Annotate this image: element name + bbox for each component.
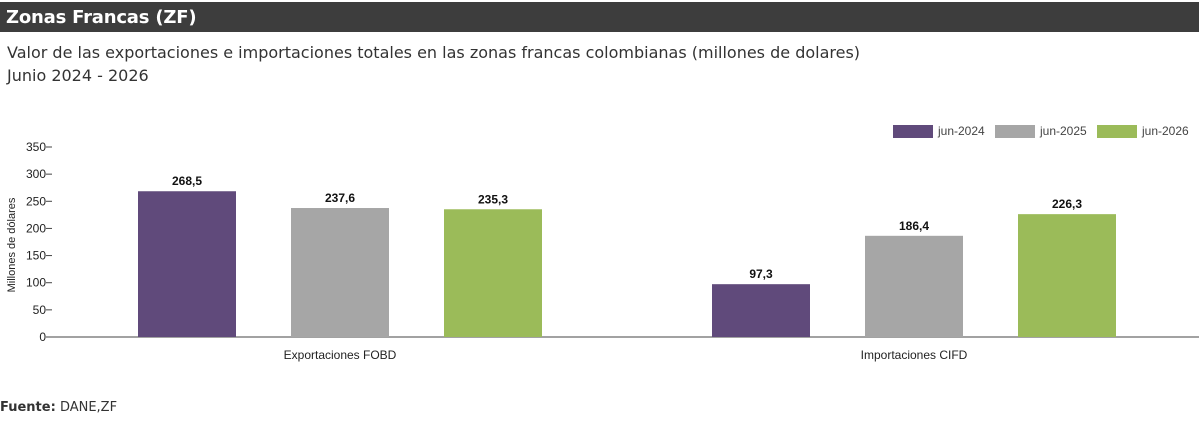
y-tick-label: 250: [26, 194, 46, 208]
y-tick-label: 150: [26, 249, 46, 263]
bar-jun-2026: [444, 209, 542, 337]
subtitle-line-2: Junio 2024 - 2026: [7, 66, 149, 85]
x-category-label: Exportaciones FOBD: [284, 348, 397, 362]
bar-value-label: 268,5: [172, 174, 202, 188]
source-label: Fuente:: [0, 400, 56, 415]
bar-chart: 0 50 100 150 200 250 300 350 Millones de dólares…: [6, 124, 1199, 362]
legend-label-jun-2025: jun-2025: [1039, 124, 1087, 138]
legend-swatch-jun-2024: [893, 125, 933, 138]
y-axis-title: Millones de dólares: [6, 197, 18, 292]
legend-swatch-jun-2025: [995, 125, 1035, 138]
bar-jun-2025: [865, 235, 963, 337]
subtitle-line-1: Valor de las exportaciones e importacion…: [7, 43, 861, 62]
legend-swatch-jun-2026: [1097, 125, 1137, 138]
source-text: DANE,ZF: [59, 400, 118, 415]
y-tick-label: 300: [26, 167, 46, 181]
y-tick-label: 100: [26, 276, 46, 290]
y-tick-label: 350: [26, 140, 46, 154]
page-title: Zonas Francas (ZF): [6, 7, 197, 28]
x-category-label: Importaciones CIFD: [861, 348, 968, 362]
y-tick-label: 50: [33, 303, 47, 317]
y-tick-label: 0: [39, 330, 46, 344]
bar-jun-2024: [712, 284, 810, 337]
bar-value-label: 186,4: [899, 219, 929, 233]
header-bar: Zonas Francas (ZF): [0, 2, 1199, 32]
bar-value-label: 97,3: [749, 267, 773, 281]
bar-value-label: 235,3: [478, 192, 508, 206]
legend-label-jun-2024: jun-2024: [937, 124, 985, 138]
bar-value-label: 237,6: [325, 191, 355, 205]
legend-label-jun-2026: jun-2026: [1141, 124, 1189, 138]
source-note: Fuente: DANE,ZF: [0, 400, 117, 415]
bar-jun-2026: [1018, 214, 1116, 337]
bar-jun-2025: [291, 208, 389, 337]
y-tick-label: 200: [26, 221, 46, 235]
bar-jun-2024: [138, 191, 236, 337]
bar-value-label: 226,3: [1052, 197, 1082, 211]
chart-subtitle: Valor de las exportaciones e importacion…: [7, 41, 860, 87]
